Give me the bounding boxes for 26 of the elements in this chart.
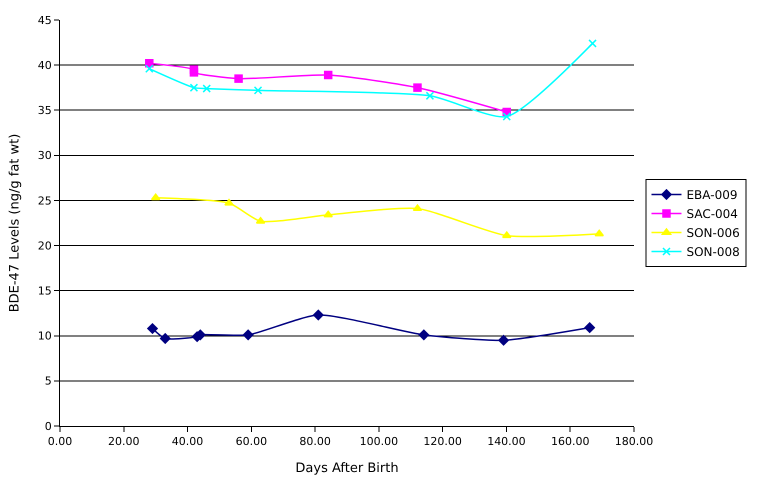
- y-axis-title: BDE-47 Levels (ng/g fat wt): [8, 134, 23, 312]
- y-tick-label: 45: [38, 14, 52, 27]
- legend-label: EBA-009: [686, 188, 738, 202]
- y-tick-label: 25: [38, 194, 52, 208]
- y-tick-label: 10: [38, 330, 52, 343]
- x-tick-label: 100.00: [360, 435, 398, 448]
- x-tick-label: 160.00: [550, 435, 590, 448]
- x-tick-label: 180.00: [614, 435, 654, 448]
- x-tick-label: 80.00: [299, 435, 331, 448]
- legend-label: SON-006: [686, 226, 740, 240]
- y-tick-label: 20: [38, 239, 52, 252]
- x-axis-title: Days After Birth: [295, 460, 399, 476]
- y-tick-label: 40: [38, 58, 52, 72]
- y-tick-label: 5: [44, 374, 52, 388]
- x-tick-label: 120.00: [423, 435, 462, 448]
- y-tick-label: 30: [38, 149, 52, 162]
- legend-label: SAC-004: [686, 207, 738, 222]
- x-tick-label: 60.00: [236, 435, 268, 448]
- x-tick-label: 140.00: [487, 435, 526, 448]
- y-tick-label: 15: [38, 284, 52, 298]
- legend-label: SON-008: [686, 245, 740, 260]
- x-tick-label: 40.00: [172, 435, 204, 448]
- x-tick-label: 0.00: [48, 435, 72, 448]
- x-tick-label: 20.00: [108, 435, 140, 448]
- y-tick-label: 35: [38, 104, 52, 118]
- y-tick-label: 0: [44, 420, 52, 433]
